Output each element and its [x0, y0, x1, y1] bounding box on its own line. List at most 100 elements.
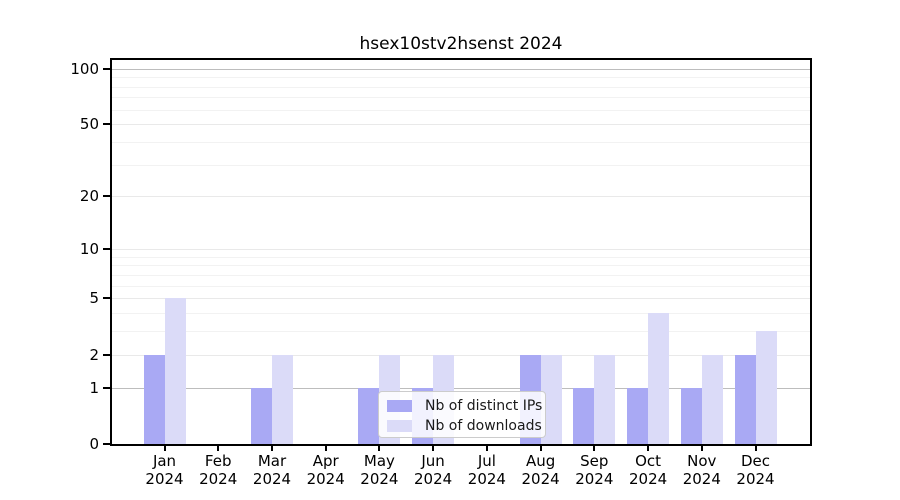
legend-item: Nb of downloads	[387, 416, 542, 435]
legend-swatch-distinct-ips	[387, 399, 412, 412]
x-tick-year: 2024	[575, 470, 614, 488]
y-tick-mark	[103, 123, 110, 126]
x-tick-year: 2024	[521, 470, 560, 488]
bar-distinct-ips	[358, 387, 380, 444]
y-tick-label: 20	[79, 187, 99, 206]
y-tick-label: 2	[89, 345, 99, 364]
x-tick-month: Nov	[687, 452, 717, 470]
x-tick-month: Mar	[257, 452, 287, 470]
x-tick-month: Sep	[580, 452, 609, 470]
y-tick-label: 50	[79, 115, 99, 134]
x-tick-mark	[217, 446, 220, 451]
major-gridline	[112, 298, 810, 300]
chart-title: hsex10stv2hsenst 2024	[359, 34, 563, 54]
x-tick-year: 2024	[145, 470, 184, 488]
major-gridline	[112, 124, 810, 126]
minor-gridline	[112, 109, 810, 111]
x-tick-label: Jun 2024	[391, 452, 475, 488]
x-tick-year: 2024	[467, 470, 506, 488]
x-tick-mark	[539, 446, 542, 451]
minor-gridline	[112, 274, 810, 276]
x-tick-month: Feb	[204, 452, 232, 470]
x-tick-year: 2024	[252, 470, 292, 488]
y-tick-mark	[103, 297, 110, 300]
x-tick-mark	[378, 446, 381, 451]
x-tick-mark	[700, 446, 703, 451]
x-tick-mark	[485, 446, 488, 451]
legend-item: Nb of distinct IPs	[387, 396, 542, 415]
y-tick-mark	[103, 386, 110, 389]
bar-downloads	[594, 354, 616, 444]
x-tick-year: 2024	[682, 470, 721, 488]
x-tick-mark	[271, 446, 273, 451]
x-tick-label: Aug 2024	[499, 452, 583, 488]
minor-gridline	[112, 97, 810, 99]
minor-gridline	[112, 86, 810, 88]
y-tick-mark	[103, 67, 110, 70]
y-tick-mark	[103, 353, 110, 356]
legend-label: Nb of downloads	[425, 417, 542, 434]
x-tick-mark	[593, 446, 596, 451]
y-tick-label: 10	[79, 239, 99, 258]
x-tick-month: Oct	[635, 452, 662, 470]
x-tick-mark	[324, 446, 327, 451]
x-tick-label: Jul 2024	[445, 452, 529, 488]
x-tick-month: Jun	[421, 452, 445, 470]
major-gridline	[112, 354, 810, 356]
minor-gridline	[112, 164, 810, 166]
minor-gridline	[112, 256, 810, 258]
bar-distinct-ips	[627, 387, 649, 444]
x-tick-mark	[163, 446, 166, 451]
x-tick-label: Nov 2024	[660, 452, 744, 488]
x-tick-year: 2024	[306, 470, 345, 488]
x-tick-month: Jul	[477, 452, 496, 470]
bar-distinct-ips	[680, 387, 702, 444]
bar-distinct-ips	[251, 387, 272, 444]
minor-gridline	[112, 265, 810, 267]
x-tick-label: Mar 2024	[230, 452, 314, 488]
bar-distinct-ips	[734, 354, 756, 444]
y-tick-label: 1	[89, 378, 99, 397]
x-tick-mark	[432, 446, 435, 451]
major-gridline	[112, 248, 810, 250]
y-tick-mark	[103, 195, 110, 198]
y-tick-label: 100	[70, 59, 99, 78]
minor-gridline	[112, 285, 810, 287]
x-tick-label: Jan 2024	[123, 452, 207, 488]
bar-downloads	[648, 313, 670, 444]
bar-downloads	[755, 331, 777, 444]
x-tick-label: Feb 2024	[176, 452, 260, 488]
legend-swatch-downloads	[387, 419, 412, 432]
bar-distinct-ips	[143, 354, 165, 444]
y-tick-label: 0	[89, 435, 99, 453]
x-tick-month: Aug	[525, 452, 556, 470]
x-tick-label: Sep 2024	[552, 452, 636, 488]
minor-gridline	[112, 77, 810, 79]
y-tick-mark	[103, 247, 110, 250]
major-gridline	[112, 68, 810, 70]
bar-downloads	[164, 298, 186, 444]
x-tick-label: Dec 2024	[714, 452, 798, 488]
x-tick-mark	[647, 446, 650, 451]
bar-downloads	[701, 354, 723, 444]
bar-downloads	[272, 354, 293, 444]
major-gridline	[112, 196, 810, 198]
y-tick-label: 5	[89, 289, 99, 308]
minor-gridline	[112, 331, 810, 333]
y-tick-mark	[103, 443, 110, 445]
x-tick-year: 2024	[736, 470, 775, 488]
x-tick-mark	[754, 446, 757, 451]
x-tick-month: Apr	[312, 452, 339, 470]
x-tick-year: 2024	[199, 470, 238, 488]
x-tick-month: May	[363, 452, 395, 470]
minor-gridline	[112, 141, 810, 143]
legend: Nb of distinct IPs Nb of downloads	[378, 391, 546, 438]
bar-distinct-ips	[573, 387, 595, 444]
minor-gridline	[112, 313, 810, 315]
x-tick-label: Oct 2024	[606, 452, 690, 488]
legend-label: Nb of distinct IPs	[425, 397, 543, 414]
x-tick-year: 2024	[414, 470, 453, 488]
x-tick-year: 2024	[360, 470, 399, 488]
x-tick-label: Apr 2024	[284, 452, 368, 488]
x-tick-month: Jan	[152, 452, 177, 470]
